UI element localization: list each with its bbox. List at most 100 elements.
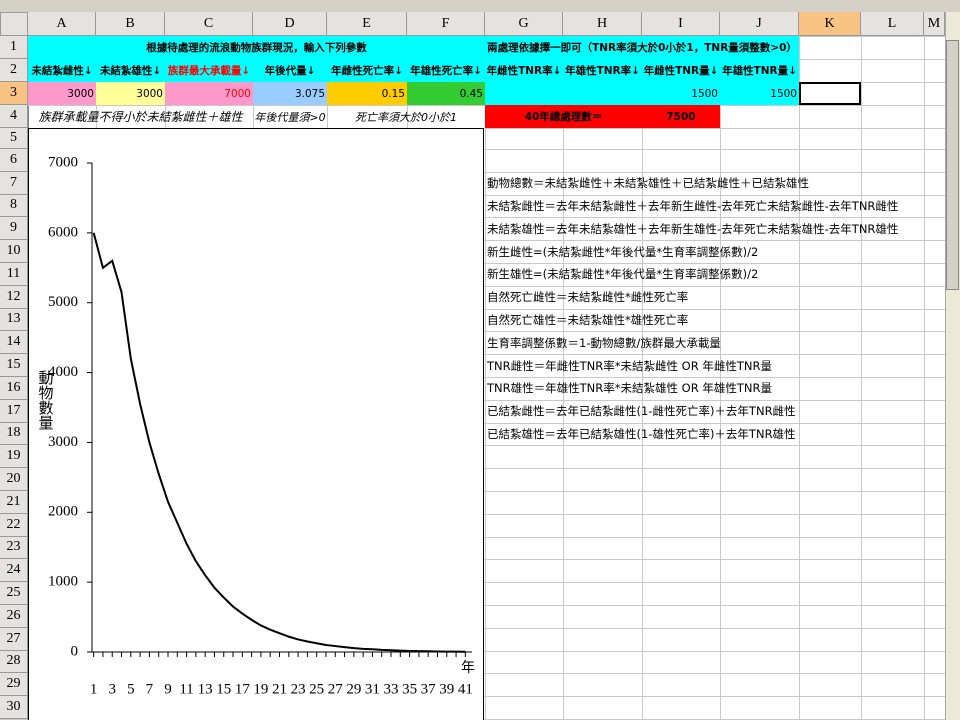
column-header[interactable]: K (799, 12, 861, 36)
row-header[interactable]: 19 (0, 445, 28, 469)
scrollbar-thumb[interactable] (946, 40, 959, 290)
row-header[interactable]: 27 (0, 627, 28, 651)
row-header[interactable]: 16 (0, 377, 28, 400)
input-cell[interactable]: 0.45 (407, 82, 485, 105)
parameter-label[interactable]: 年雄性TNR量↓ (722, 65, 797, 77)
grid-line (861, 12, 862, 720)
parameter-label[interactable]: 未結紮雄性↓ (99, 65, 162, 77)
formula-text: 已結紮雄性＝去年已結紮雄性(1-雄性死亡率)＋去年TNR雄性 (487, 426, 796, 441)
column-header[interactable]: C (165, 12, 253, 36)
formula-text: 自然死亡雌性＝未結紮雌性*雌性死亡率 (487, 290, 689, 305)
formula-text: TNR雄性＝年雄性TNR率*未結紮雄性 OR 年雄性TNR量 (487, 381, 772, 396)
row-header[interactable]: 22 (0, 513, 28, 537)
row-header[interactable]: 23 (0, 536, 28, 560)
row-header[interactable]: 28 (0, 650, 28, 674)
note-cell[interactable]: 族群承載量不得小於未結紮雌性＋雄性 (38, 110, 243, 124)
input-cell[interactable]: 3.075 (253, 82, 327, 105)
column-header[interactable]: G (485, 12, 563, 36)
formula-text: 生育率調整係數＝1-動物總數/族群最大承載量 (487, 335, 721, 350)
row-header[interactable]: 8 (0, 194, 28, 218)
row-header[interactable]: 3 (0, 82, 28, 105)
row-header[interactable]: 21 (0, 491, 28, 514)
input-cell[interactable]: 1500 (720, 82, 799, 105)
selected-cell[interactable] (799, 82, 861, 105)
column-header[interactable]: L (861, 12, 924, 36)
column-header[interactable]: E (327, 12, 407, 36)
total-label[interactable]: 40年總處理數＝ (485, 105, 642, 128)
x-tick-label: 35 (402, 681, 417, 697)
row-header[interactable]: 9 (0, 217, 28, 241)
row-header[interactable]: 20 (0, 468, 28, 491)
formula-text: 已結紮雌性＝去年已結紮雌性(1-雌性死亡率)＋去年TNR雌性 (487, 404, 796, 419)
formula-text: 未結紮雌性＝去年未結紮雌性＋去年新生雌性-去年死亡未結紮雌性-去年TNR雌性 (487, 198, 899, 213)
row-header[interactable]: 29 (0, 673, 28, 697)
x-tick-label: 9 (164, 681, 172, 697)
row-header[interactable]: 5 (0, 128, 28, 149)
column-header[interactable]: H (563, 12, 642, 36)
x-tick-label: 7 (146, 681, 154, 697)
row-header[interactable]: 25 (0, 582, 28, 605)
column-header[interactable]: F (407, 12, 485, 36)
grid-line (799, 12, 800, 720)
row-header[interactable]: 30 (0, 696, 28, 719)
cell[interactable] (485, 59, 799, 82)
row-header[interactable]: 18 (0, 422, 28, 446)
cell[interactable] (28, 59, 485, 82)
y-tick-label: 2000 (48, 504, 78, 520)
row-header[interactable]: 26 (0, 605, 28, 628)
note-cell[interactable]: 死亡率須大於0小於1 (355, 110, 457, 124)
title-cell[interactable]: 根據待處理的流浪動物族群現況，輸入下列參數 (28, 36, 485, 59)
input-cell[interactable]: 1500 (642, 82, 720, 105)
y-tick-label: 3000 (48, 434, 78, 450)
row-header[interactable]: 10 (0, 240, 28, 263)
row-header[interactable]: 4 (0, 105, 28, 128)
parameter-label[interactable]: 年雄性死亡率↓ (410, 65, 482, 77)
row-header[interactable]: 24 (0, 559, 28, 583)
x-tick-label: 39 (439, 681, 454, 697)
row-header[interactable]: 1 (0, 36, 28, 59)
column-header[interactable]: B (96, 12, 165, 36)
column-header[interactable]: J (720, 12, 799, 36)
y-tick-label: 4000 (48, 364, 78, 380)
x-tick-label: 15 (216, 681, 231, 697)
parameter-label[interactable]: 年雄性TNR率↓ (565, 65, 640, 77)
x-tick-label: 3 (108, 681, 116, 697)
grid-line (0, 105, 945, 106)
row-header[interactable]: 14 (0, 331, 28, 355)
x-tick-label: 19 (253, 681, 268, 697)
column-header[interactable]: A (28, 12, 96, 36)
grid-line (563, 12, 564, 720)
parameter-label[interactable]: 未結紮雌性↓ (31, 65, 93, 77)
total-value[interactable]: 7500 (642, 105, 720, 128)
formula-text: 動物總數＝未結紮雌性＋未結紮雄性＋已結紮雌性＋已結紮雄性 (487, 176, 809, 191)
column-header[interactable]: M (924, 12, 945, 36)
column-header[interactable]: I (642, 12, 720, 36)
row-header[interactable]: 15 (0, 354, 28, 377)
row-header[interactable]: 17 (0, 399, 28, 423)
title-cell[interactable]: 兩處理依據擇一即可（TNR率須大於0小於1，TNR量須整數>0） (485, 36, 799, 59)
row-header[interactable]: 11 (0, 263, 28, 286)
parameter-label[interactable]: 族群最大承載量↓ (167, 65, 251, 77)
note-cell[interactable]: 年後代量須>0 (254, 110, 326, 124)
row-header[interactable]: 7 (0, 171, 28, 195)
input-cell[interactable]: 3000 (28, 82, 96, 105)
parameter-label[interactable]: 年後代量↓ (264, 65, 316, 77)
input-cell[interactable] (485, 82, 642, 105)
toolbar-strip (0, 0, 960, 12)
parameter-label[interactable]: 年雌性TNR量↓ (643, 65, 719, 77)
corner-header (0, 12, 28, 36)
input-cell[interactable]: 7000 (165, 82, 253, 105)
row-header[interactable]: 2 (0, 59, 28, 82)
parameter-label[interactable]: 年雌性死亡率↓ (331, 65, 403, 77)
y-tick-label: 7000 (48, 154, 78, 170)
row-header[interactable]: 12 (0, 285, 28, 309)
x-tick-label: 33 (384, 681, 399, 697)
input-cell[interactable]: 0.15 (327, 82, 407, 105)
row-header[interactable]: 13 (0, 308, 28, 332)
row-header[interactable]: 6 (0, 149, 28, 172)
input-cell[interactable]: 3000 (96, 82, 165, 105)
column-header[interactable]: D (253, 12, 327, 36)
x-tick-label: 1 (90, 681, 98, 697)
parameter-label[interactable]: 年雌性TNR率↓ (486, 65, 562, 77)
